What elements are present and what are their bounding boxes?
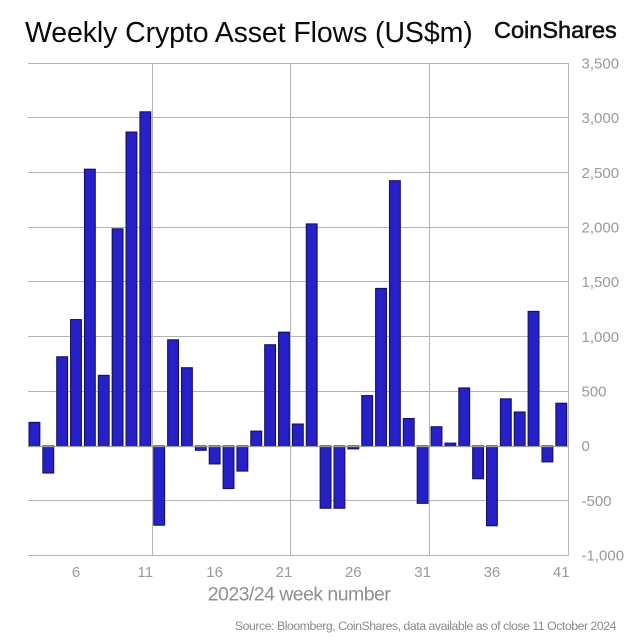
- svg-text:2023/24 week number: 2023/24 week number: [208, 584, 392, 606]
- svg-text:1,000: 1,000: [582, 329, 620, 346]
- svg-text:-1,000: -1,000: [582, 548, 625, 565]
- svg-text:3,500: 3,500: [582, 55, 620, 72]
- svg-text:1,500: 1,500: [582, 274, 620, 291]
- svg-text:21: 21: [276, 564, 293, 581]
- svg-text:3,000: 3,000: [582, 110, 620, 127]
- svg-text:Source: Bloomberg, CoinShares,: Source: Bloomberg, CoinShares, data avai…: [235, 619, 617, 633]
- svg-text:0: 0: [582, 438, 590, 455]
- svg-text:36: 36: [484, 564, 501, 581]
- svg-text:26: 26: [345, 564, 362, 581]
- svg-text:2,000: 2,000: [582, 219, 620, 236]
- svg-text:500: 500: [582, 383, 607, 400]
- svg-text:-500: -500: [582, 493, 612, 510]
- svg-text:6: 6: [72, 564, 80, 581]
- svg-text:41: 41: [553, 564, 570, 581]
- svg-text:2,500: 2,500: [582, 165, 620, 182]
- svg-text:31: 31: [414, 564, 431, 581]
- svg-text:11: 11: [138, 564, 154, 581]
- svg-text:16: 16: [206, 564, 223, 581]
